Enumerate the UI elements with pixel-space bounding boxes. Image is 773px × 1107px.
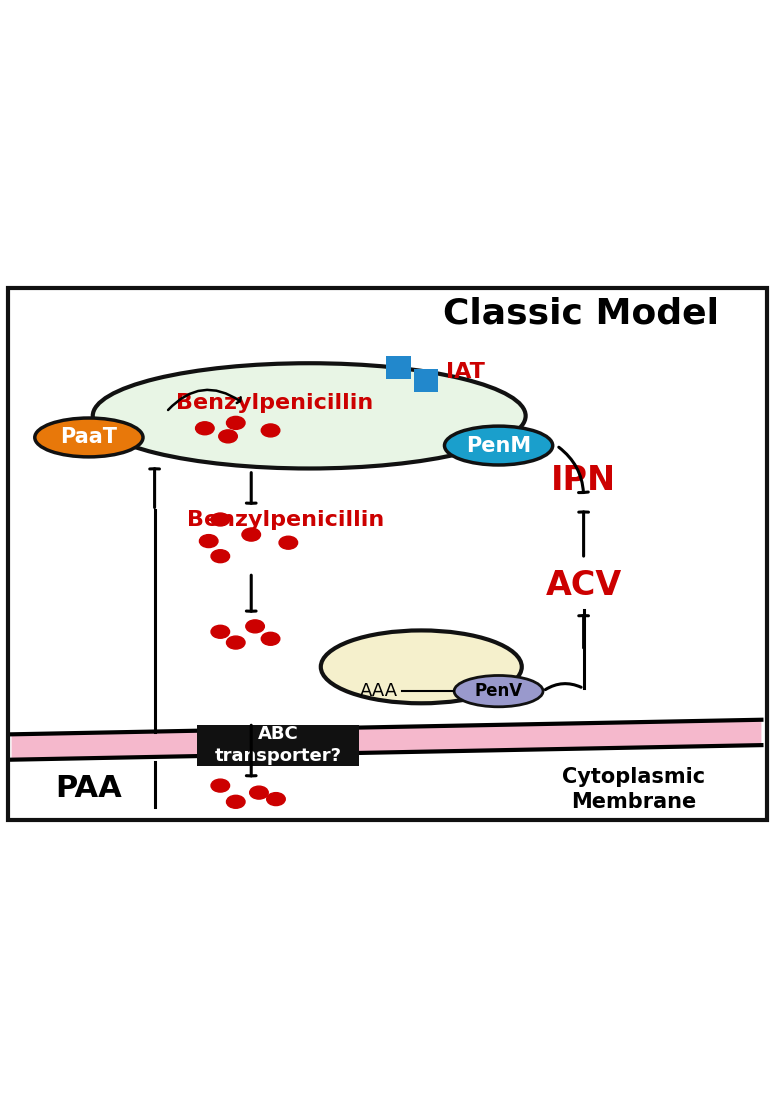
Circle shape — [261, 632, 280, 645]
Bar — [386, 356, 411, 380]
Circle shape — [199, 535, 218, 548]
Ellipse shape — [93, 363, 526, 468]
Circle shape — [279, 536, 298, 549]
Circle shape — [219, 430, 237, 443]
Bar — [414, 369, 438, 392]
Circle shape — [211, 513, 230, 526]
Ellipse shape — [454, 675, 543, 706]
Text: ABC
transporter?: ABC transporter? — [215, 725, 342, 765]
Ellipse shape — [35, 418, 143, 457]
Text: PenM: PenM — [466, 435, 531, 456]
Text: Benzylpenicillin: Benzylpenicillin — [187, 510, 385, 530]
Circle shape — [211, 625, 230, 639]
Circle shape — [211, 550, 230, 562]
Circle shape — [261, 424, 280, 437]
Circle shape — [267, 793, 285, 806]
Polygon shape — [12, 720, 761, 759]
Text: PaaT: PaaT — [60, 427, 117, 447]
Text: PenV: PenV — [475, 682, 523, 700]
Circle shape — [242, 528, 261, 541]
Text: Benzylpenicillin: Benzylpenicillin — [175, 393, 373, 413]
Text: ACV: ACV — [546, 569, 621, 602]
Circle shape — [211, 779, 230, 793]
Text: Classic Model: Classic Model — [443, 297, 719, 330]
Text: AAA: AAA — [359, 682, 398, 700]
Circle shape — [226, 637, 245, 649]
Circle shape — [250, 786, 268, 799]
Text: IAT: IAT — [446, 362, 485, 382]
Circle shape — [246, 620, 264, 633]
Circle shape — [226, 795, 245, 808]
Text: PAA: PAA — [56, 774, 122, 803]
Ellipse shape — [321, 630, 522, 703]
Ellipse shape — [444, 426, 553, 465]
Text: IPN: IPN — [551, 464, 616, 497]
Circle shape — [196, 422, 214, 435]
Circle shape — [226, 416, 245, 430]
Bar — [197, 725, 359, 766]
Text: Cytoplasmic
Membrane: Cytoplasmic Membrane — [562, 767, 706, 811]
